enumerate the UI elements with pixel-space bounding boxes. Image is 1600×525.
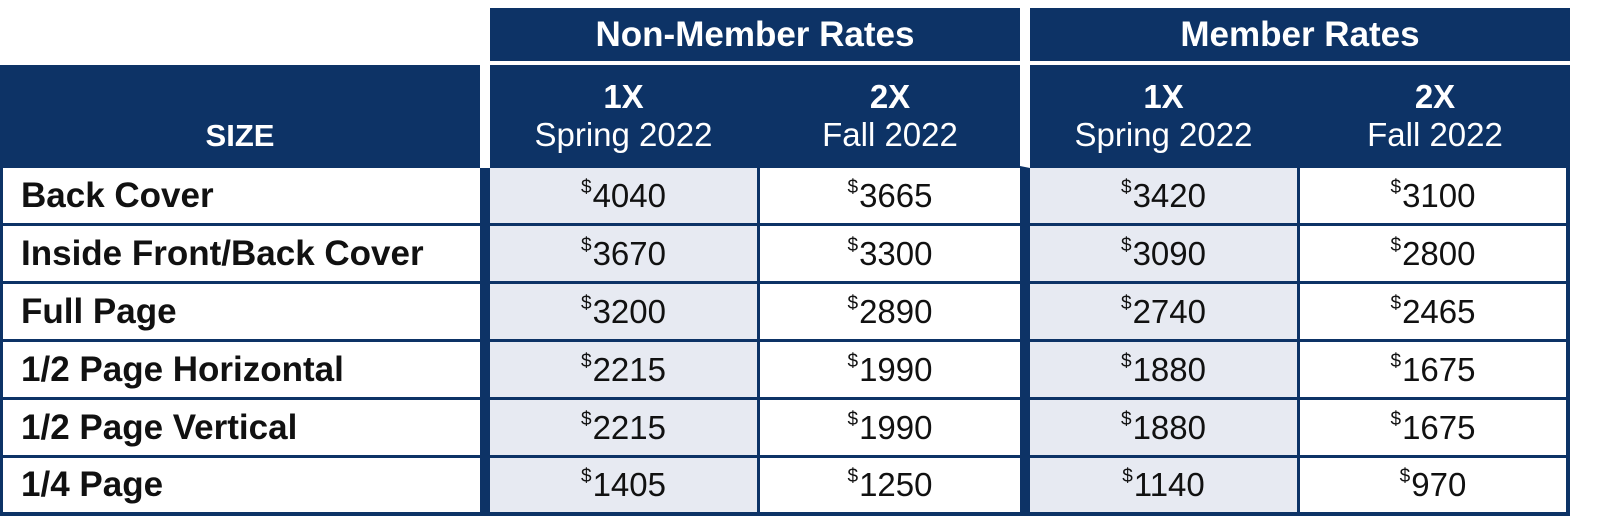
price-cell: $1140 [1030,458,1300,516]
column-frequency: 1X [1143,77,1184,115]
price-cell: $1990 [760,342,1030,400]
column-header-member-2x: 2X Fall 2022 [1300,65,1570,168]
row-label-full-page: Full Page [0,284,490,342]
price-cell: $1880 [1030,342,1300,400]
price-cell: $3300 [760,226,1030,284]
price-cell: $3200 [490,284,760,342]
price-value: 3090 [1132,234,1206,272]
currency-symbol: $ [1390,350,1402,372]
column-season: Spring 2022 [1074,115,1253,153]
price-cell: $2890 [760,284,1030,342]
price-value: 1405 [592,466,666,503]
price-cell: $2465 [1300,284,1570,342]
currency-symbol: $ [1390,292,1402,314]
price-value: 1990 [859,408,933,446]
currency-symbol: $ [581,176,592,198]
currency-symbol: $ [581,408,592,430]
group-header-member: Member Rates [1030,8,1570,65]
column-header-member-1x: 1X Spring 2022 [1030,65,1300,168]
price-value: 2800 [1402,234,1476,272]
price-cell: $1675 [1300,342,1570,400]
price-cell: $2800 [1300,226,1570,284]
row-label-back-cover: Back Cover [0,168,490,226]
column-frequency: 2X [869,77,911,115]
price-cell: $1880 [1030,400,1300,458]
price-cell: $2215 [490,400,760,458]
currency-symbol: $ [581,350,592,372]
column-season: Fall 2022 [1367,115,1503,153]
price-cell: $3670 [490,226,760,284]
price-value: 1880 [1132,408,1206,446]
row-label-quarter-page: 1/4 Page [0,458,490,516]
column-frequency: 2X [1414,77,1456,115]
column-header-non-member-1x: 1X Spring 2022 [490,65,760,168]
size-column-header: SIZE [0,65,490,168]
currency-symbol: $ [581,234,592,256]
price-cell: $3090 [1030,226,1300,284]
blank-corner [0,0,490,65]
price-value: 2465 [1402,292,1476,330]
price-value: 1880 [1132,350,1206,388]
price-cell: $1990 [760,400,1030,458]
price-cell: $1675 [1300,400,1570,458]
row-label-half-vertical: 1/2 Page Vertical [0,400,490,458]
column-season: Spring 2022 [534,115,713,153]
price-cell: $1250 [760,458,1030,516]
column-season: Fall 2022 [822,115,958,153]
price-value: 1675 [1402,350,1476,388]
price-value: 2890 [859,292,933,330]
price-value: 3670 [592,234,666,272]
currency-symbol: $ [1121,292,1132,314]
column-frequency: 1X [603,77,644,115]
currency-symbol: $ [847,234,859,256]
price-cell: $3665 [760,168,1030,226]
currency-symbol: $ [1122,466,1133,487]
price-value: 2215 [592,350,666,388]
price-value: 3100 [1402,176,1476,214]
price-value: 2215 [592,408,666,446]
currency-symbol: $ [1121,350,1132,372]
row-label-inside-cover: Inside Front/Back Cover [0,226,490,284]
price-value: 970 [1411,466,1467,503]
currency-symbol: $ [581,466,592,487]
price-cell: $2740 [1030,284,1300,342]
price-cell: $1405 [490,458,760,516]
price-value: 1990 [859,350,933,388]
price-value: 1140 [1133,466,1205,503]
column-header-non-member-2x: 2X Fall 2022 [760,65,1030,168]
price-cell: $3420 [1030,168,1300,226]
group-header-non-member: Non-Member Rates [490,8,1030,65]
price-value: 3665 [859,176,933,214]
price-value: 3200 [592,292,666,330]
price-value: 1675 [1402,408,1476,446]
price-value: 3420 [1132,176,1206,214]
currency-symbol: $ [1390,176,1402,198]
currency-symbol: $ [1399,466,1411,487]
price-value: 2740 [1132,292,1206,330]
price-cell: $2215 [490,342,760,400]
currency-symbol: $ [847,466,859,487]
price-value: 4040 [592,176,666,214]
price-cell: $970 [1300,458,1570,516]
currency-symbol: $ [847,292,859,314]
currency-symbol: $ [1390,408,1402,430]
price-value: 1250 [859,466,933,503]
currency-symbol: $ [1390,234,1402,256]
currency-symbol: $ [847,176,859,198]
currency-symbol: $ [1121,234,1132,256]
currency-symbol: $ [581,292,592,314]
currency-symbol: $ [1121,408,1132,430]
row-label-half-horizontal: 1/2 Page Horizontal [0,342,490,400]
currency-symbol: $ [847,350,859,372]
currency-symbol: $ [847,408,859,430]
price-cell: $4040 [490,168,760,226]
currency-symbol: $ [1121,176,1132,198]
price-cell: $3100 [1300,168,1570,226]
price-value: 3300 [859,234,933,272]
